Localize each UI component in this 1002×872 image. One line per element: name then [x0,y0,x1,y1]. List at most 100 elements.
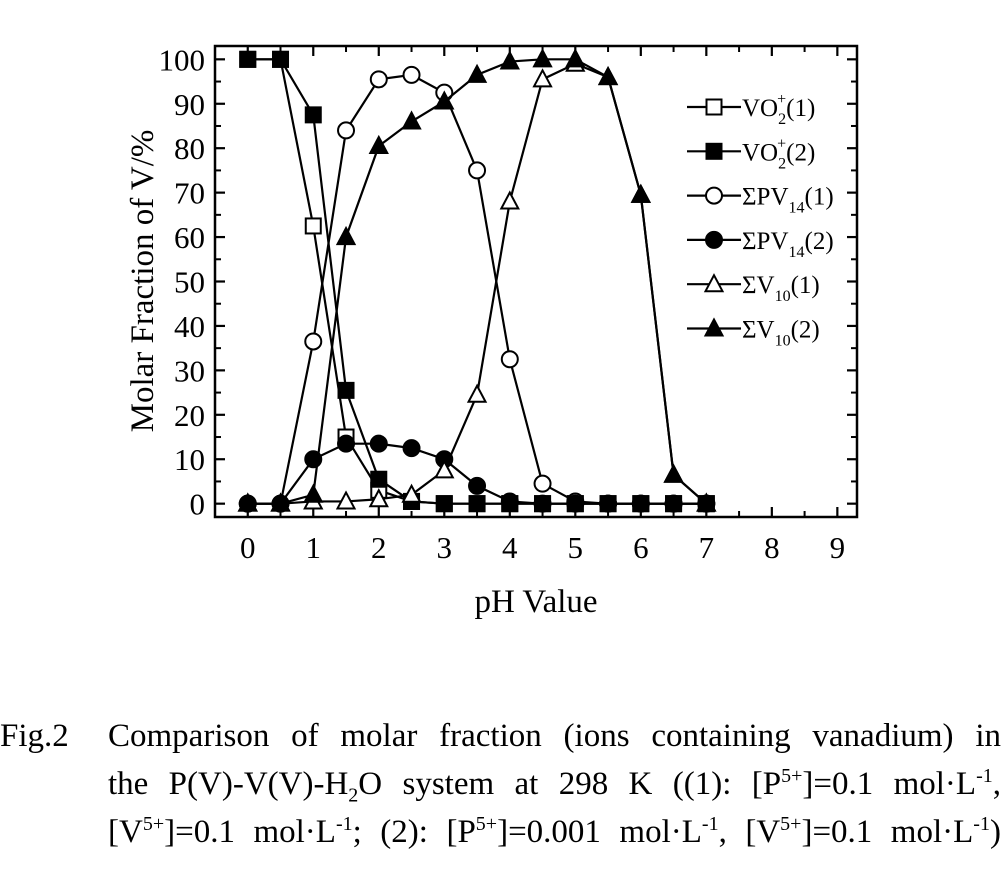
x-axis-title: pH Value [474,584,597,620]
legend-label: VO2+(2) [742,135,815,172]
data-point [566,494,585,513]
data-point [532,48,553,68]
legend-marker [705,98,723,116]
legend-label: ΣPV14(2) [742,228,834,261]
legend-label: VO2+(1) [742,91,815,128]
legend-entry: ΣV10(1) [687,272,820,305]
legend-entry: VO2+(2) [687,135,815,172]
y-tick-label: 60 [174,220,205,255]
data-point [368,488,389,508]
data-point [272,50,290,68]
data-point [466,63,488,83]
data-point [663,463,684,483]
legend-entry: ΣV10(2) [687,317,820,350]
series-line [247,58,708,505]
data-point [239,50,257,68]
legend-label: ΣPV14(1) [742,184,834,217]
figure-number: Fig.2 [0,718,69,754]
data-point [237,492,258,512]
data-point [466,383,488,403]
legend-marker [705,142,723,160]
legend-entry: ΣPV14(2) [687,228,834,261]
data-point [401,110,422,130]
data-point [565,48,586,68]
data-point [337,434,356,453]
series-line [247,58,707,505]
data-point [533,494,552,513]
x-tick-label: 0 [240,530,256,565]
data-point [468,495,486,513]
series-2 [239,50,715,513]
y-axis-title: Molar Fraction of V/% [125,130,161,433]
data-point [304,217,322,235]
x-tick-label: 2 [371,530,387,565]
legend-marker [705,230,723,249]
data-point [337,381,355,399]
legend: VO2+(1) VO2+(2) ΣPV14(1) ΣPV14(2) ΣV10(1) ΣV1… [687,91,834,350]
x-tick-label: 9 [830,530,846,565]
data-point [696,492,717,512]
data-point [597,65,619,86]
y-tick-label: 20 [174,398,205,433]
data-point [335,490,357,510]
y-tick-label: 10 [174,442,205,477]
legend-marker [703,317,725,337]
x-tick-label: 4 [502,530,518,565]
legend-marker [705,186,723,205]
data-point [401,483,422,503]
data-point [500,350,519,369]
data-point [434,90,455,110]
x-tick-label: 1 [306,530,322,565]
y-tick-label: 50 [174,265,205,300]
y-tick-label: 90 [174,87,205,122]
data-point [270,492,291,512]
data-point [402,439,421,458]
y-tick-label: 70 [174,176,205,211]
series-line [247,62,708,505]
x-tick-label: 8 [764,530,780,565]
legend-label: ΣV10(2) [742,317,820,350]
x-tick-label: 6 [633,530,649,565]
data-point [468,476,487,495]
figure-caption: Fig.2 Comparison of molar fraction (ions… [0,712,1002,872]
series-layer [237,48,717,513]
x-tick-label: 5 [568,530,584,565]
data-point [664,494,683,513]
data-point [499,190,520,210]
y-axis-ticks: 0 10 20 30 40 50 60 70 80 90 100 [159,42,857,522]
legend-entry: ΣPV14(1) [687,184,834,217]
data-point [369,434,388,453]
data-point [304,106,322,124]
data-point [370,470,388,488]
x-tick-label: 3 [437,530,453,565]
data-point [402,65,421,84]
x-tick-label: 7 [699,530,715,565]
data-point [500,492,519,511]
data-point [435,495,453,513]
legend-entry: VO2+(1) [687,91,815,128]
caption-line-2: the P(V)-V(V)-H2O system at 298 K ((1): … [108,765,1001,807]
data-point [369,70,388,89]
data-point [368,134,389,154]
data-point [468,161,487,180]
legend-marker [703,273,725,293]
data-point [533,474,552,493]
y-tick-label: 30 [174,353,205,388]
data-point [304,332,323,351]
y-tick-label: 100 [159,42,206,77]
caption-line-3: [V5+]=0.1 mol·L-1; (2): [P5+]=0.001 mol·… [108,813,1001,850]
series-6 [237,48,717,512]
molar-fraction-chart: 0 1 2 3 4 5 6 7 8 9 0 10 20 30 40 50 60 70 80 90 100 VO2+(1… [125,42,859,620]
data-point [337,121,356,140]
y-tick-label: 80 [174,131,205,166]
series-line [247,58,707,505]
y-tick-label: 40 [174,309,205,344]
data-point [335,225,357,246]
data-point [303,483,324,503]
legend-label: ΣV10(1) [742,272,820,305]
data-point [599,494,618,513]
caption-line-1: Comparison of molar fraction (ions conta… [108,718,1001,754]
data-point [499,50,520,70]
series-4 [238,434,716,513]
data-point [630,183,651,203]
